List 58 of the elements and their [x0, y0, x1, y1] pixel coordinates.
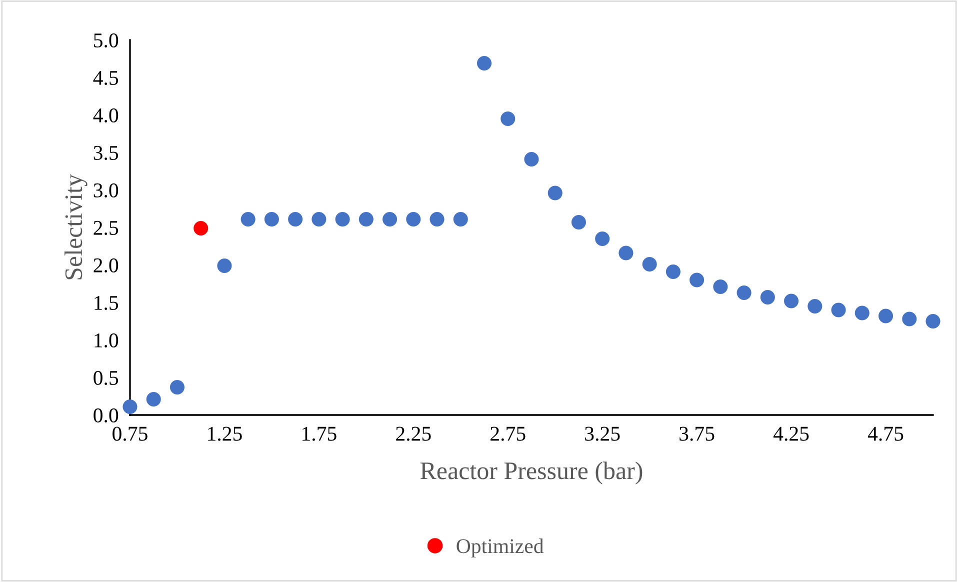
- y-tick-label: 4.0: [93, 108, 118, 123]
- point: [288, 212, 303, 227]
- y-tick-label: 3.0: [94, 183, 118, 198]
- point: [500, 111, 516, 126]
- point: [713, 279, 728, 294]
- y-tick-label: 0.0: [94, 408, 118, 423]
- point: [170, 380, 185, 395]
- point: [736, 285, 752, 300]
- point: [122, 399, 138, 414]
- y-tick-label: 4.5: [93, 71, 118, 86]
- point: [312, 212, 326, 227]
- point: [194, 220, 208, 236]
- point: [382, 212, 398, 227]
- y-tick-label: 3.5: [94, 146, 118, 160]
- y-tick-label: 5.0: [94, 33, 118, 48]
- point: [642, 256, 657, 272]
- x-tick-label: 4.25: [773, 426, 809, 441]
- point: [217, 258, 232, 274]
- legend-label: Optimized: [456, 538, 544, 558]
- x-axis-title: Reactor Pressure (bar): [420, 462, 642, 484]
- point: [571, 214, 586, 230]
- point: [854, 306, 870, 320]
- y-tick-label: 2.5: [94, 220, 118, 236]
- point: [760, 290, 775, 305]
- x-tick-label: 3.75: [680, 426, 714, 441]
- x-tick-label: 1.25: [208, 426, 242, 441]
- x-tick-label: 4.75: [868, 426, 904, 441]
- point: [902, 312, 917, 326]
- point: [453, 212, 468, 227]
- x-tick-label: 3.25: [585, 426, 620, 441]
- point: [146, 392, 161, 407]
- point: [690, 272, 704, 288]
- y-tick-label: 0.5: [94, 370, 118, 386]
- point: [335, 212, 350, 227]
- point: [618, 246, 634, 260]
- x-tick-label: 2.25: [396, 426, 431, 441]
- x-tick-label: 0.75: [112, 426, 148, 441]
- point: [264, 212, 279, 227]
- x-tick-label: 2.75: [490, 426, 526, 441]
- point: [926, 314, 940, 329]
- point: [548, 186, 562, 200]
- point: [358, 212, 374, 227]
- y-tick-label: 1.0: [94, 333, 118, 348]
- point: [430, 212, 444, 227]
- y-tick-label: 1.5: [94, 296, 118, 310]
- point: [831, 302, 846, 318]
- point: [878, 308, 894, 324]
- y-axis-title: Selectivity: [64, 174, 88, 280]
- point: [595, 231, 610, 246]
- point: [808, 298, 822, 314]
- point: [240, 212, 256, 227]
- point: [666, 264, 680, 280]
- point: [406, 212, 421, 227]
- x-tick-label: 1.75: [302, 426, 336, 441]
- point: [784, 294, 799, 308]
- y-tick-label: 2.0: [94, 258, 118, 273]
- point: [476, 56, 492, 71]
- point: [524, 152, 539, 167]
